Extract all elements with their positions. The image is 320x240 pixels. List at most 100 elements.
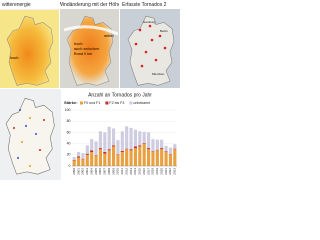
bar-segment — [111, 128, 116, 146]
x-tick-label: 2021 — [164, 168, 168, 175]
bar-segment — [116, 154, 120, 155]
bar-segment — [155, 149, 159, 151]
bar-chart: 0 20 40 60 80 100 F0 und F1 F2 bis F3 unbekannt 2… — [65, 101, 177, 175]
chart-title: Anzahl an Tornados pro Jahr — [88, 92, 152, 98]
bar-segment — [120, 152, 124, 166]
bar-segment — [103, 132, 107, 152]
bar-segment — [72, 160, 76, 166]
bar-segment — [72, 157, 76, 160]
x-tick-label: 2003 — [85, 168, 89, 175]
bar-segment — [98, 148, 103, 150]
bar-segment — [155, 150, 159, 166]
bar-segment — [76, 156, 81, 158]
bar-segment — [103, 153, 107, 166]
bar-segment — [146, 132, 151, 149]
x-tick-label: 2013 — [129, 168, 133, 175]
bar-segment — [160, 139, 164, 149]
map-label: auch zwischen — [74, 47, 99, 51]
bar-segment — [107, 149, 111, 151]
city-label: München — [152, 72, 165, 76]
x-tick-label: 2011 — [120, 168, 124, 175]
x-tick-label: 2002 — [81, 168, 85, 175]
energy-map: witterenergie hoch — [0, 0, 59, 88]
bar-segment — [81, 153, 85, 159]
bar-segment — [142, 143, 146, 166]
bar-segment — [146, 149, 151, 166]
bar-segment — [151, 139, 155, 152]
bar-segment — [103, 152, 107, 154]
shear-map: Windänderung mit der Höhe hoch auch zwis… — [58, 0, 121, 88]
legend-label: F2 bis F3 — [109, 101, 124, 105]
bar-segment — [116, 154, 120, 166]
dot-map — [0, 89, 61, 180]
bar-segment — [72, 159, 76, 161]
x-tick-label: 2007 — [103, 168, 107, 175]
x-tick-label: 2005 — [94, 168, 98, 175]
panel-title: Erfasste Tornados 2 — [122, 2, 167, 8]
y-tick-label: 60 — [67, 130, 71, 134]
bar-segment — [85, 154, 89, 166]
city-label: Berlin — [160, 29, 168, 33]
bar-segment — [151, 152, 155, 166]
bar-segment — [90, 139, 94, 151]
bar-segment — [155, 139, 159, 150]
x-tick-label: 2009 — [111, 168, 115, 175]
bar-segment — [116, 140, 120, 155]
y-tick-label: 100 — [65, 108, 71, 112]
bar-segment — [125, 148, 129, 150]
tornado-map: Erfasste Tornados 2 Hamburg Berlin Münch… — [120, 0, 180, 88]
x-tick-label: 2006 — [98, 168, 102, 175]
bar-segment — [120, 131, 124, 151]
page: witterenergie hoch Windänderung mit der … — [0, 0, 180, 180]
legend-swatch — [129, 101, 133, 105]
bar-segment — [125, 149, 129, 166]
bar-segment — [81, 158, 85, 160]
bar-segment — [138, 146, 142, 166]
x-tick-label: 2000 — [72, 168, 76, 175]
x-tick-label: 2015 — [138, 168, 142, 175]
bar-segment — [168, 154, 173, 166]
bar-segment — [164, 151, 168, 152]
legend-swatch — [105, 101, 109, 105]
bar-segment — [146, 148, 151, 150]
x-tick-label: 2010 — [116, 168, 120, 175]
bar-segment — [173, 148, 177, 150]
x-tick-label: 2022 — [168, 168, 172, 175]
bar-segment — [164, 152, 168, 166]
map-label: hoch — [74, 42, 83, 46]
bar-segment — [138, 131, 142, 146]
bar-segment — [111, 146, 116, 166]
bar-segment — [129, 127, 133, 150]
bar-segment — [120, 150, 124, 152]
x-tick-label: 2001 — [76, 168, 80, 175]
legend-swatch — [80, 101, 83, 105]
bar-segment — [98, 131, 103, 149]
bar-segment — [160, 148, 164, 150]
y-tick-label: 0 — [69, 164, 71, 168]
bar-segment — [76, 152, 81, 157]
bar-segment — [76, 157, 81, 166]
x-tick-label: 2014 — [133, 168, 137, 175]
bar-segment — [129, 149, 133, 151]
legend-label: F0 und F1 — [84, 101, 100, 105]
x-tick-label: 2012 — [124, 168, 128, 175]
bar-segment — [168, 154, 173, 155]
bar-segment — [133, 129, 138, 147]
x-tick-label: 2018 — [151, 168, 155, 175]
bar-segment — [94, 141, 98, 156]
bar-segment — [81, 159, 85, 166]
bar-segment — [90, 152, 94, 166]
legend-label: unbekannt — [133, 101, 150, 105]
panel-title: Windänderung mit der Höhe — [58, 2, 121, 8]
bar-segment — [129, 150, 133, 166]
bar-segment — [160, 149, 164, 166]
bar-segment — [90, 150, 94, 152]
y-tick-label: 20 — [67, 153, 71, 157]
bar-segment — [85, 145, 89, 154]
bar-segment — [85, 153, 89, 155]
bar-segment — [164, 145, 168, 152]
bar-segment — [142, 143, 146, 144]
x-tick-label: 2020 — [159, 168, 163, 175]
map-label: mittel — [104, 34, 114, 38]
bar-segment — [173, 144, 177, 149]
